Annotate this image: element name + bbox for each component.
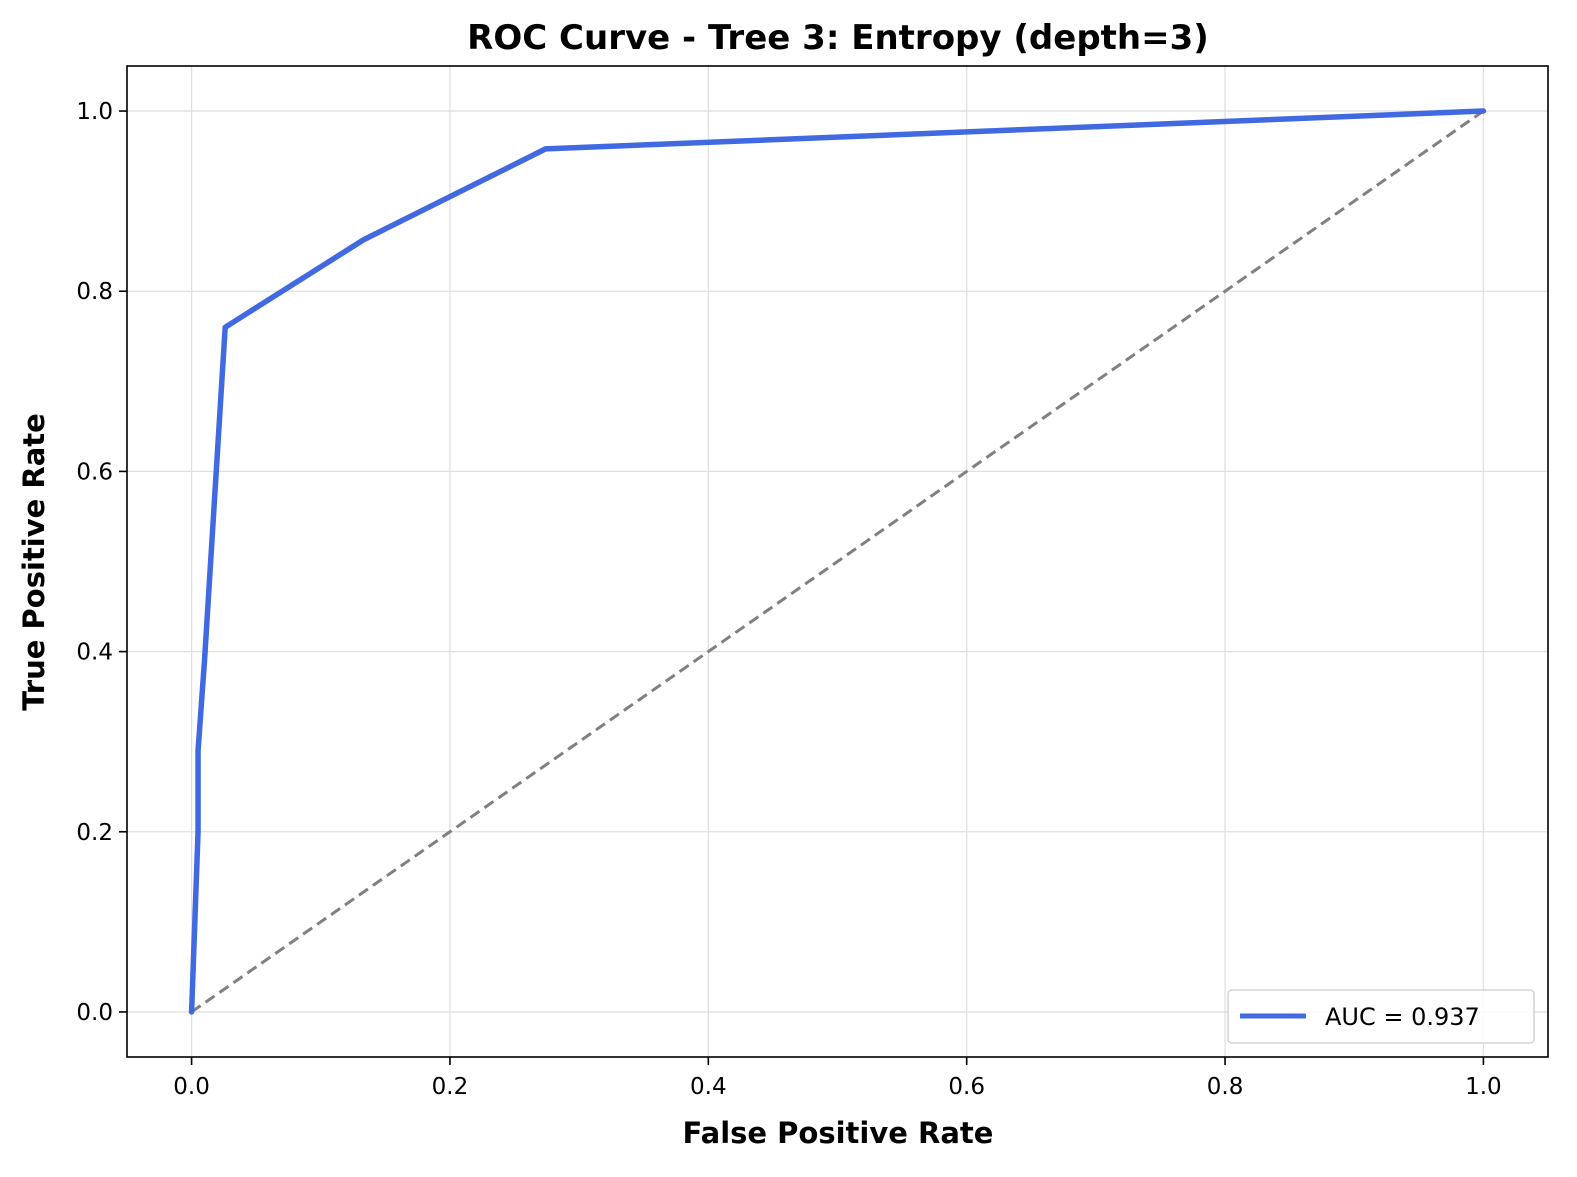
grid	[127, 66, 1548, 1057]
x-axis-label: False Positive Rate	[683, 1116, 994, 1150]
x-tick-label: 1.0	[1465, 1074, 1502, 1100]
reference-diagonal	[190, 109, 1485, 1014]
y-tick-label: 0.6	[76, 459, 113, 485]
y-tick-label: 1.0	[76, 99, 113, 125]
x-tick-label: 0.0	[173, 1074, 210, 1100]
y-tick-label: 0.0	[76, 1000, 113, 1026]
x-tick-label: 0.4	[690, 1074, 727, 1100]
y-tick-label: 0.2	[76, 820, 113, 846]
y-tick-label: 0.4	[76, 640, 113, 666]
x-tick-label: 0.8	[1207, 1074, 1244, 1100]
legend-entry-label: AUC = 0.937	[1325, 1003, 1480, 1031]
plot-frame	[126, 65, 1549, 1058]
series-layer	[188, 108, 1487, 1015]
legend: AUC = 0.937	[1227, 989, 1535, 1044]
x-tick-label: 0.2	[432, 1074, 469, 1100]
legend-box	[1227, 989, 1535, 1044]
ticks: 0.0 0.2 0.4 0.6 0.8 1.0 0.0 0.2 0.4 0.6 0.8 1.0	[76, 99, 1501, 1100]
reference-diagonal-line	[190, 109, 1485, 1014]
y-tick-label: 0.8	[76, 279, 113, 305]
roc-curve-line	[188, 108, 1487, 1015]
chart-title: ROC Curve - Tree 3: Entropy (depth=3)	[467, 18, 1209, 58]
x-tick-label: 0.6	[948, 1074, 985, 1100]
y-axis-label: True Positive Rate	[17, 413, 51, 711]
